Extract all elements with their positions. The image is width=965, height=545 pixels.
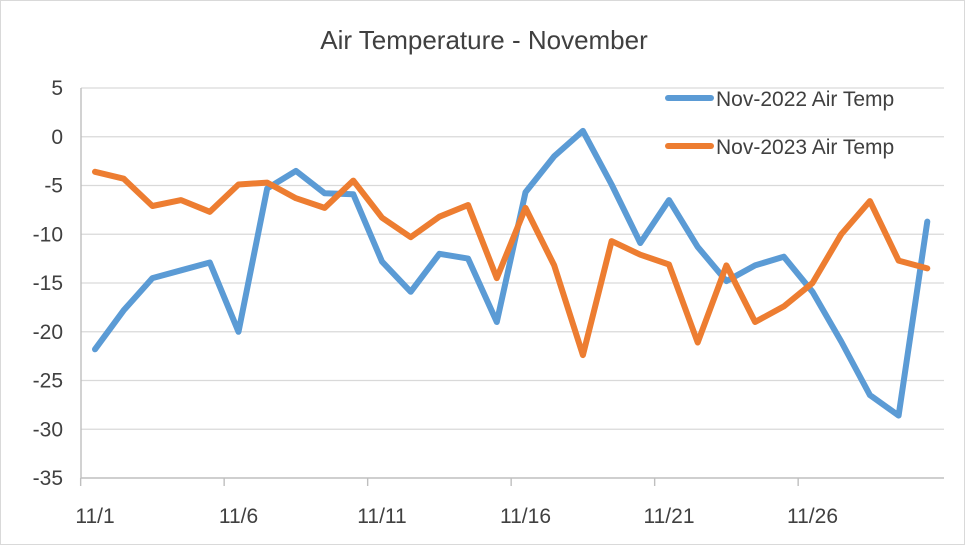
x-tick-label: 11/21 xyxy=(644,505,695,528)
series-line-nov-2022 xyxy=(92,127,931,419)
y-tick-label: -25 xyxy=(33,370,63,393)
legend: Nov-2022 Air Temp Nov-2023 Air Temp xyxy=(665,88,894,159)
x-tick-label: 11/1 xyxy=(75,505,114,528)
y-tick-label: -35 xyxy=(33,467,63,490)
series-line-nov-2023 xyxy=(92,168,931,359)
y-tick-label: -30 xyxy=(33,418,63,441)
gridlines xyxy=(81,87,944,430)
x-tick-label: 11/11 xyxy=(357,505,406,528)
x-tick-label: 11/6 xyxy=(219,505,258,528)
axes: 5 0 -5 -10 -15 -20 -25 -30 -35 11/1 11/6 11/11 11/16… xyxy=(33,77,944,528)
chart-title: Air Temperature - November xyxy=(320,25,648,55)
y-tick-label: 5 xyxy=(51,77,63,100)
x-tick-label: 11/26 xyxy=(787,505,838,528)
y-tick-label: -15 xyxy=(33,272,63,295)
series-lines xyxy=(92,127,931,419)
legend-label: Nov-2022 Air Temp xyxy=(716,88,894,111)
y-tick-label: -20 xyxy=(33,321,63,344)
y-tick-label: 0 xyxy=(51,126,63,149)
legend-label: Nov-2023 Air Temp xyxy=(716,136,894,159)
x-tick-label: 11/16 xyxy=(500,505,551,528)
y-tick-label: -10 xyxy=(33,223,63,246)
y-tick-label: -5 xyxy=(44,175,63,198)
